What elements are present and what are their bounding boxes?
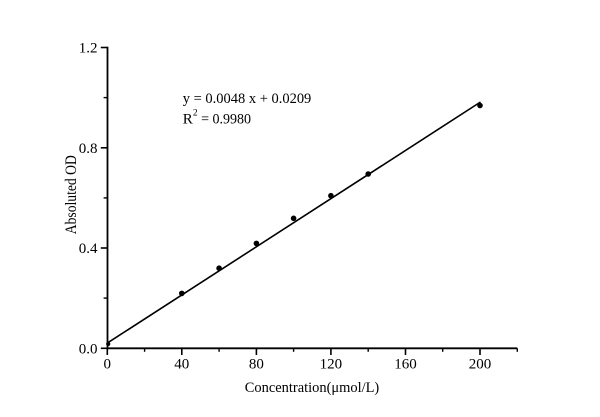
svg-text:Absoluted OD: Absoluted OD <box>63 155 80 234</box>
svg-text:0: 0 <box>104 357 112 373</box>
svg-text:200: 200 <box>469 357 492 373</box>
svg-text:0.4: 0.4 <box>79 241 98 257</box>
svg-text:80: 80 <box>249 357 264 373</box>
svg-text:1.2: 1.2 <box>79 41 98 57</box>
svg-text:0.0: 0.0 <box>79 341 98 357</box>
svg-text:120: 120 <box>320 357 343 373</box>
svg-text:R2 = 0.9980: R2 = 0.9980 <box>183 109 251 128</box>
svg-text:Concentration(μmol/L): Concentration(μmol/L) <box>245 380 380 396</box>
svg-text:40: 40 <box>174 357 189 373</box>
svg-text:0.8: 0.8 <box>79 141 98 157</box>
svg-text:160: 160 <box>394 357 417 373</box>
svg-text:y = 0.0048 x + 0.0209: y = 0.0048 x + 0.0209 <box>183 91 311 107</box>
